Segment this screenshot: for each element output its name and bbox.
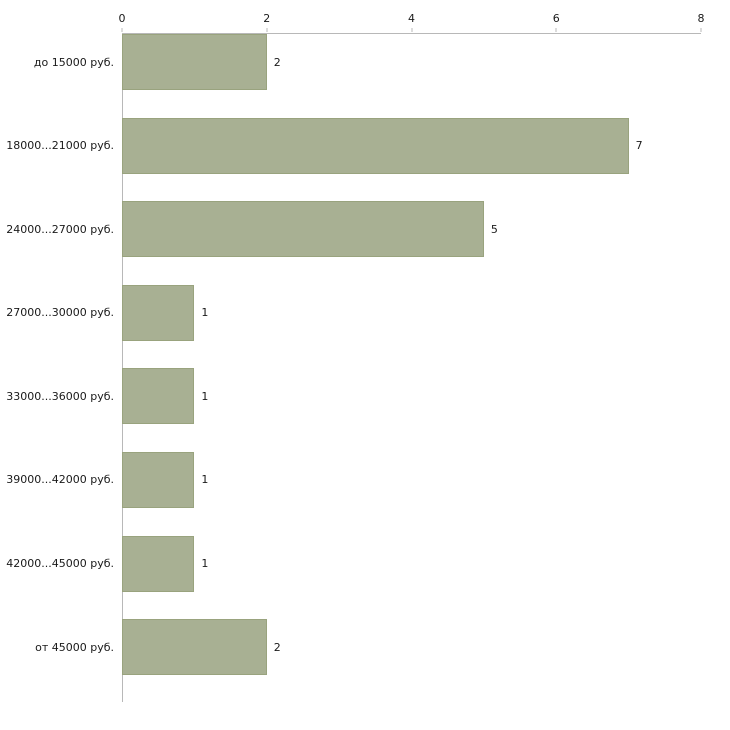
- bar-track: 1: [122, 368, 701, 425]
- value-label: 1: [201, 473, 209, 487]
- x-axis-tick-label: 6: [552, 12, 560, 25]
- bar-track: 1: [122, 284, 701, 341]
- bar-row: от 45000 руб. 2: [0, 619, 730, 703]
- bar: [122, 34, 267, 90]
- bar: [122, 201, 484, 258]
- bar-track: 1: [122, 535, 701, 592]
- bar-track: 1: [122, 451, 701, 508]
- x-axis-tick-label: 0: [118, 12, 126, 25]
- x-axis-tick-mark: [700, 28, 702, 32]
- bar-row: до 15000 руб. 2: [0, 34, 730, 118]
- value-label: 1: [201, 557, 209, 571]
- x-axis-tick-mark: [121, 28, 123, 32]
- bar-track: 2: [122, 34, 701, 90]
- value-label: 7: [635, 139, 643, 153]
- x-axis-tick-mark: [555, 28, 557, 32]
- value-label: 2: [273, 640, 281, 654]
- x-axis-tick: 6: [553, 12, 560, 32]
- x-axis-tick-label: 8: [697, 12, 705, 25]
- bar-row: 27000...30000 руб. 1: [0, 284, 730, 369]
- bar: [122, 284, 195, 341]
- x-axis-tick-mark: [266, 28, 268, 32]
- bar-row: 18000...21000 руб. 7: [0, 117, 730, 202]
- x-axis-tick: 8: [698, 12, 705, 32]
- bar-track: 7: [122, 117, 701, 174]
- bar-row: 24000...27000 руб. 5: [0, 201, 730, 285]
- x-axis-ticks: 0 2 4 6 8: [119, 12, 705, 33]
- x-axis-line: [122, 33, 701, 34]
- x-axis-tick: 0: [119, 12, 126, 32]
- value-label: 1: [201, 389, 209, 403]
- bar: [122, 117, 629, 174]
- category-label: 39000...42000 руб.: [6, 473, 114, 487]
- bar-row: 39000...42000 руб. 1: [0, 451, 730, 536]
- bar: [122, 368, 195, 425]
- x-axis-tick: 4: [408, 12, 415, 32]
- category-label: 27000...30000 руб.: [6, 306, 114, 320]
- category-label: до 15000 руб.: [33, 55, 114, 69]
- category-label: 18000...21000 руб.: [6, 139, 114, 153]
- bar: [122, 451, 195, 508]
- bar: [122, 619, 267, 676]
- bar-row: 42000...45000 руб. 1: [0, 535, 730, 620]
- category-label: от 45000 руб.: [35, 640, 114, 654]
- y-axis-line: [122, 33, 123, 702]
- x-axis-tick-label: 4: [408, 12, 415, 25]
- value-label: 5: [490, 222, 498, 236]
- bar-rows: до 15000 руб. 2 18000...21000 руб. 7 24000..…: [0, 34, 730, 703]
- category-label: 24000...27000 руб.: [6, 222, 114, 236]
- x-axis-tick-mark: [411, 28, 412, 32]
- bar: [122, 535, 195, 592]
- bar-track: 5: [122, 201, 701, 258]
- category-label: 33000...36000 руб.: [6, 389, 114, 403]
- value-label: 1: [201, 306, 209, 320]
- value-label: 2: [273, 55, 281, 69]
- x-axis-tick-label: 2: [263, 12, 271, 25]
- x-axis-tick: 2: [263, 12, 270, 32]
- bar-track: 2: [122, 619, 701, 676]
- bar-row: 33000...36000 руб. 1: [0, 368, 730, 452]
- category-label: 42000...45000 руб.: [6, 557, 114, 571]
